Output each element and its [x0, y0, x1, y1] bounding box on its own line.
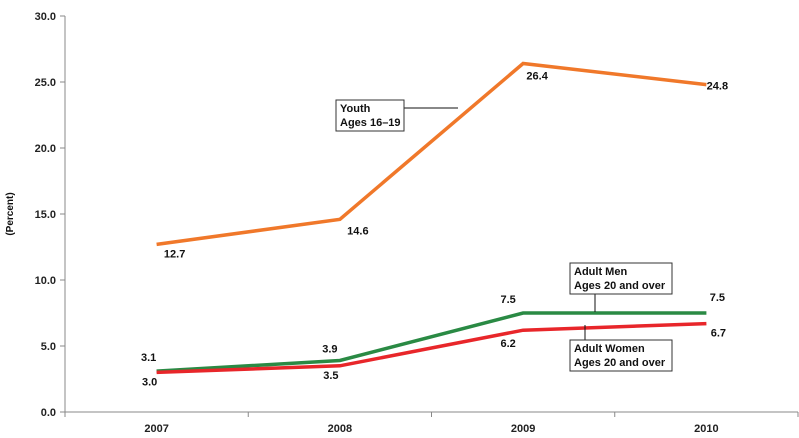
data-label-women: 3.5	[323, 370, 338, 382]
data-label-men: 3.1	[141, 352, 156, 364]
y-tick-label: 25.0	[35, 77, 56, 89]
annotation-text: Adult Men	[574, 266, 627, 278]
data-label-men: 7.5	[710, 292, 725, 304]
y-tick-label: 10.0	[35, 275, 56, 287]
x-tick-label: 2008	[328, 423, 352, 435]
x-tick-label: 2010	[694, 423, 718, 435]
annotation-box	[569, 339, 673, 372]
y-tick-label: 15.0	[35, 209, 56, 221]
data-label-youth: 24.8	[707, 81, 728, 93]
annotation-women: Adult Women Ages 20 and over	[569, 325, 673, 372]
x-tick-label: 2007	[144, 423, 168, 435]
data-label-youth: 12.7	[164, 248, 185, 260]
annotation-text: Youth	[340, 103, 371, 115]
annotation-box	[335, 99, 405, 132]
data-label-men: 3.9	[322, 344, 337, 356]
series-line-men	[156, 311, 707, 373]
axes: 0.0 5.0 10.0 15.0 20.0 25.0 30.0 2007 2008 2009 20…	[35, 11, 799, 435]
y-tick-label: 20.0	[35, 143, 56, 155]
annotation-text: Adult Women	[574, 343, 645, 355]
annotation-text: Ages 16–19	[340, 117, 401, 129]
series-layer	[156, 61, 707, 375]
data-label-women: 6.7	[711, 328, 726, 340]
y-tick-label: 30.0	[35, 11, 56, 23]
data-label-women: 6.2	[500, 338, 515, 350]
annotation-youth: Youth Ages 16–19	[335, 99, 458, 132]
annotation-box	[569, 262, 673, 295]
data-label-youth: 14.6	[347, 225, 368, 237]
data-label-youth: 26.4	[526, 71, 548, 83]
series-line-youth	[156, 61, 707, 247]
series-line-women	[156, 321, 707, 375]
annotation-layer: Youth Ages 16–19 Adult Men Ages 20 and over…	[335, 99, 673, 372]
y-axis-label: (Percent)	[5, 192, 16, 235]
y-tick-label: 0.0	[41, 407, 56, 419]
x-tick-label: 2009	[511, 423, 535, 435]
annotation-text: Ages 20 and over	[574, 280, 666, 292]
data-label-men: 7.5	[500, 294, 515, 306]
annotation-men: Adult Men Ages 20 and over	[569, 262, 673, 312]
data-label-layer: 12.7 14.6 26.4 24.8 3.1 3.9 7.5 7.5 3.0 3.5 6.2 6.7	[141, 71, 728, 389]
annotation-text: Ages 20 and over	[574, 357, 666, 369]
data-label-women: 3.0	[142, 376, 157, 388]
y-tick-label: 5.0	[41, 341, 56, 353]
